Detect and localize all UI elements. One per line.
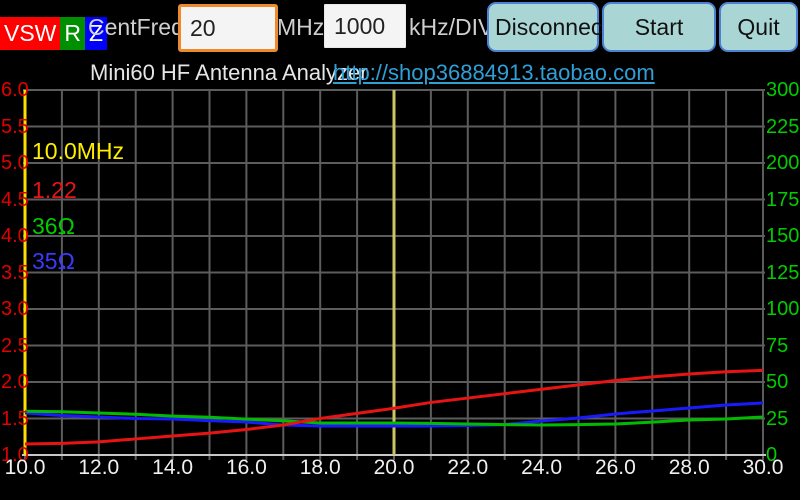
x-axis-tick: 28.0 [668,456,710,479]
left-axis-tick: 4.5 [1,188,29,211]
right-axis-tick: 125 [766,261,800,284]
centfreq-input[interactable] [178,4,278,52]
right-axis-tick: 150 [766,225,800,247]
left-axis-tick: 2.0 [1,371,29,393]
left-axis-tick: 3.0 [1,298,29,320]
right-axis-tick: 175 [766,188,800,211]
shop-link[interactable]: http://shop36884913.taobao.com [333,60,655,85]
x-axis-tick: 26.0 [594,456,636,479]
marker-vswr-readout: 1.22 [32,177,77,203]
x-axis-tick: 22.0 [447,456,489,479]
trace-legend: VSW R Z [0,17,108,50]
x-axis-tick: 10.0 [4,456,46,479]
x-axis-tick: 20.0 [373,456,415,479]
x-axis-tick: 14.0 [152,456,194,479]
x-axis-tick: 24.0 [521,456,563,479]
mhz-unit-label: MHz [277,14,325,40]
resistance-curve [24,409,764,427]
start-button[interactable]: Start [602,2,716,52]
right-axis-tick: 25 [766,407,789,430]
impedance-curve [24,401,764,428]
left-axis-tick: 2.5 [1,334,29,357]
marker-frequency-readout: 10.0MHz [32,138,125,164]
left-axis-tick: 4.0 [1,225,29,247]
x-axis-tick: 30.0 [742,456,784,479]
centfreq-label: CentFreq [88,14,184,40]
x-axis-tick: 16.0 [225,456,267,479]
left-axis-tick: 5.5 [1,115,29,138]
x-axis-tick: 18.0 [299,456,341,479]
legend-vswr-toggle[interactable]: VSW [0,17,61,50]
left-axis-tick: 6.0 [1,79,29,101]
quit-button[interactable]: Quit [719,2,798,52]
left-axis-tick: 1.5 [1,407,29,430]
right-axis-tick: 50 [766,371,789,393]
right-axis-tick: 75 [766,334,789,357]
right-axis-tick: 200 [766,152,800,174]
vswr-curve [24,368,764,446]
legend-impedance-toggle[interactable]: Z [85,17,108,50]
app-title: Mini60 HF Antenna Analyzer [90,60,368,85]
left-axis-tick: 3.5 [1,261,29,284]
right-axis-tick: 100 [766,298,800,320]
right-axis-tick: 300 [766,79,800,101]
marker-impedance-readout: 35Ω [32,248,75,274]
right-axis-tick: 225 [766,115,800,138]
khz-per-div-label: kHz/DIV [409,14,494,40]
legend-resistance-toggle[interactable]: R [60,17,86,50]
left-axis-tick: 1.0 [1,444,29,466]
marker-resistance-readout: 36Ω [32,213,75,239]
x-axis-tick: 12.0 [78,456,120,479]
disconnect-button[interactable]: Disconnect [487,2,609,52]
right-axis-tick: 0 [766,444,778,466]
step-input[interactable] [324,4,406,48]
left-axis-tick: 5.0 [1,152,29,174]
